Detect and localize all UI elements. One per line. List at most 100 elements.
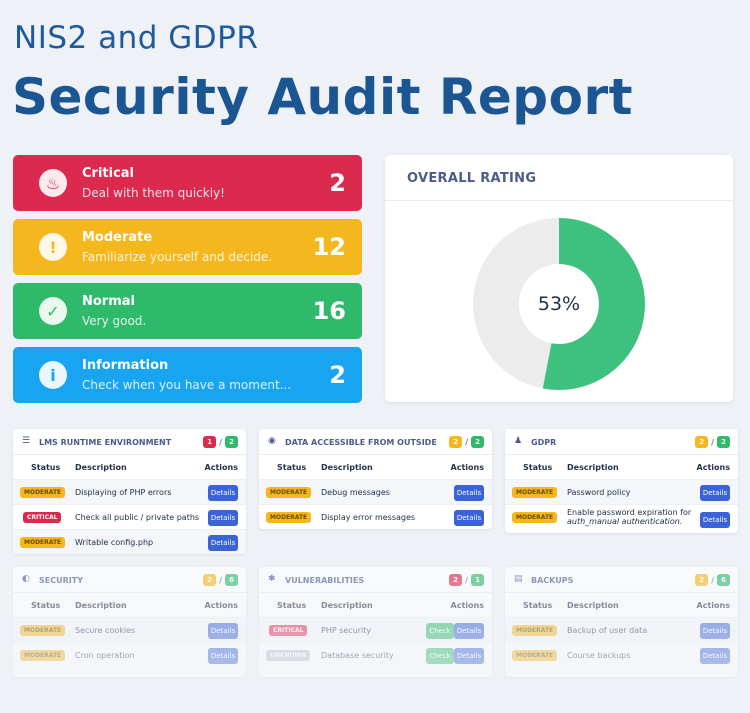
- panel-count-issues: 1: [203, 436, 217, 448]
- panel-title: GDPR: [531, 438, 557, 447]
- details-button[interactable]: Details: [454, 485, 484, 501]
- summary-card-information: i Information Check when you have a moment…: [13, 347, 362, 403]
- table-row: MODERATE Display error messages Details: [259, 504, 492, 529]
- bug-icon: ✱: [268, 574, 276, 584]
- details-button[interactable]: Details: [700, 623, 730, 639]
- summary-card-count: 2: [329, 361, 346, 389]
- table-row: MODERATE Writable config.php Details: [13, 529, 246, 554]
- table-row: CRITICAL PHP security Check Details: [259, 617, 492, 642]
- row-description: Displaying of PHP errors: [75, 488, 171, 497]
- column-status: Status: [277, 463, 307, 472]
- panel-count-issues: 2: [695, 436, 709, 448]
- panel-title: SECURITY: [39, 576, 83, 585]
- row-description-text: Display error messages: [321, 513, 416, 522]
- row-description: Database security: [321, 651, 394, 660]
- column-actions: Actions: [204, 463, 238, 472]
- status-badge: MODERATE: [512, 487, 558, 498]
- column-status: Status: [31, 601, 61, 610]
- details-button[interactable]: Details: [700, 485, 730, 501]
- panel-lms-runtime-environment: ☰ LMS RUNTIME ENVIRONMENT 1/2 Status Descrip…: [13, 429, 246, 554]
- overall-rating-panel: OVERALL RATING 53%: [385, 155, 733, 402]
- panel-gdpr: ♟ GDPR 2/2 Status Description Actions MODERATE…: [505, 429, 738, 533]
- server-icon: ☰: [22, 436, 31, 446]
- panel-count-ok: 6: [225, 574, 238, 586]
- summary-card-title: Moderate: [82, 230, 153, 245]
- column-description: Description: [567, 601, 619, 610]
- panel-count-ok: 6: [717, 574, 730, 586]
- table-row: MODERATE Cron operation Details: [13, 642, 246, 667]
- summary-card-description: Check when you have a moment...: [82, 378, 292, 392]
- column-status: Status: [31, 463, 61, 472]
- panel-counts: 2/6: [203, 574, 238, 586]
- column-actions: Actions: [450, 463, 484, 472]
- details-button[interactable]: Details: [208, 510, 238, 526]
- warning-icon: !: [39, 233, 67, 261]
- row-description-text-2: auth_manual authentication.: [567, 517, 683, 526]
- column-status: Status: [523, 601, 553, 610]
- panel-count-issues: 2: [203, 574, 217, 586]
- table-row: MODERATE Backup of user data Details: [505, 617, 738, 642]
- details-button[interactable]: Details: [454, 623, 484, 639]
- eye-icon: ◉: [268, 436, 276, 446]
- check-button[interactable]: Check: [426, 648, 454, 664]
- table-row: MODERATE Enable password expiration for au…: [505, 504, 738, 533]
- details-button[interactable]: Details: [208, 485, 238, 501]
- row-description-text: Displaying of PHP errors: [75, 488, 172, 497]
- row-description: Debug messages: [321, 488, 390, 497]
- row-description-text: PHP security: [321, 626, 372, 635]
- row-description-text: Writable config.php: [75, 538, 154, 547]
- rating-value: 53%: [538, 293, 580, 315]
- panel-count-issues: 2: [449, 574, 463, 586]
- panel-backups: ▤ BACKUPS 2/6 Status Description Actions MODER…: [505, 567, 738, 677]
- column-description: Description: [321, 463, 373, 472]
- column-actions: Actions: [450, 601, 484, 610]
- row-description: Backup of user data: [567, 626, 647, 635]
- row-description-text: Cron operation: [75, 651, 135, 660]
- table-row: UNKNOWN Database security Check Details: [259, 642, 492, 667]
- status-badge: MODERATE: [20, 537, 66, 548]
- panel-security: ◐ SECURITY 2/6 Status Description Actions MODE…: [13, 567, 246, 677]
- column-status: Status: [277, 601, 307, 610]
- summary-card-title: Critical: [82, 166, 135, 181]
- panel-counts: 2/2: [449, 436, 484, 448]
- details-button[interactable]: Details: [700, 512, 730, 528]
- details-button[interactable]: Details: [208, 535, 238, 551]
- summary-card-count: 2: [329, 169, 346, 197]
- column-actions: Actions: [204, 601, 238, 610]
- panel-count-ok: 1: [471, 574, 484, 586]
- details-button[interactable]: Details: [208, 648, 238, 664]
- details-button[interactable]: Details: [700, 648, 730, 664]
- status-badge: CRITICAL: [23, 512, 62, 523]
- row-description-text: Enable password expiration for: [567, 508, 692, 517]
- row-description: Display error messages: [321, 513, 415, 522]
- panel-counts: 1/2: [203, 436, 238, 448]
- details-button[interactable]: Details: [454, 510, 484, 526]
- row-description-text: Database security: [321, 651, 394, 660]
- page-title: Security Audit Report: [12, 68, 633, 126]
- panel-count-issues: 2: [449, 436, 463, 448]
- column-description: Description: [321, 601, 373, 610]
- status-badge: MODERATE: [20, 650, 66, 661]
- panel-data-accessible-from-outside: ◉ DATA ACCESSIBLE FROM OUTSIDE 2/2 Status De…: [259, 429, 492, 529]
- table-row: MODERATE Secure cookies Details: [13, 617, 246, 642]
- details-button[interactable]: Details: [454, 648, 484, 664]
- summary-card-title: Information: [82, 358, 169, 373]
- check-icon: ✓: [39, 297, 67, 325]
- summary-card-description: Deal with them quickly!: [82, 186, 225, 200]
- details-button[interactable]: Details: [208, 623, 238, 639]
- check-button[interactable]: Check: [426, 623, 454, 639]
- panel-title: LMS RUNTIME ENVIRONMENT: [39, 438, 172, 447]
- status-badge: UNKNOWN: [266, 650, 311, 661]
- panel-title: VULNERABILITIES: [285, 576, 365, 585]
- status-badge: MODERATE: [20, 625, 66, 636]
- donut-score-arc: [473, 218, 645, 390]
- table-row: MODERATE Debug messages Details: [259, 479, 492, 504]
- column-description: Description: [75, 601, 127, 610]
- status-badge: CRITICAL: [269, 625, 308, 636]
- column-actions: Actions: [696, 601, 730, 610]
- users-icon: ♟: [514, 436, 523, 446]
- row-description: Cron operation: [75, 651, 135, 660]
- row-description: PHP security: [321, 626, 371, 635]
- row-description-text: Secure cookies: [75, 626, 136, 635]
- column-actions: Actions: [696, 463, 730, 472]
